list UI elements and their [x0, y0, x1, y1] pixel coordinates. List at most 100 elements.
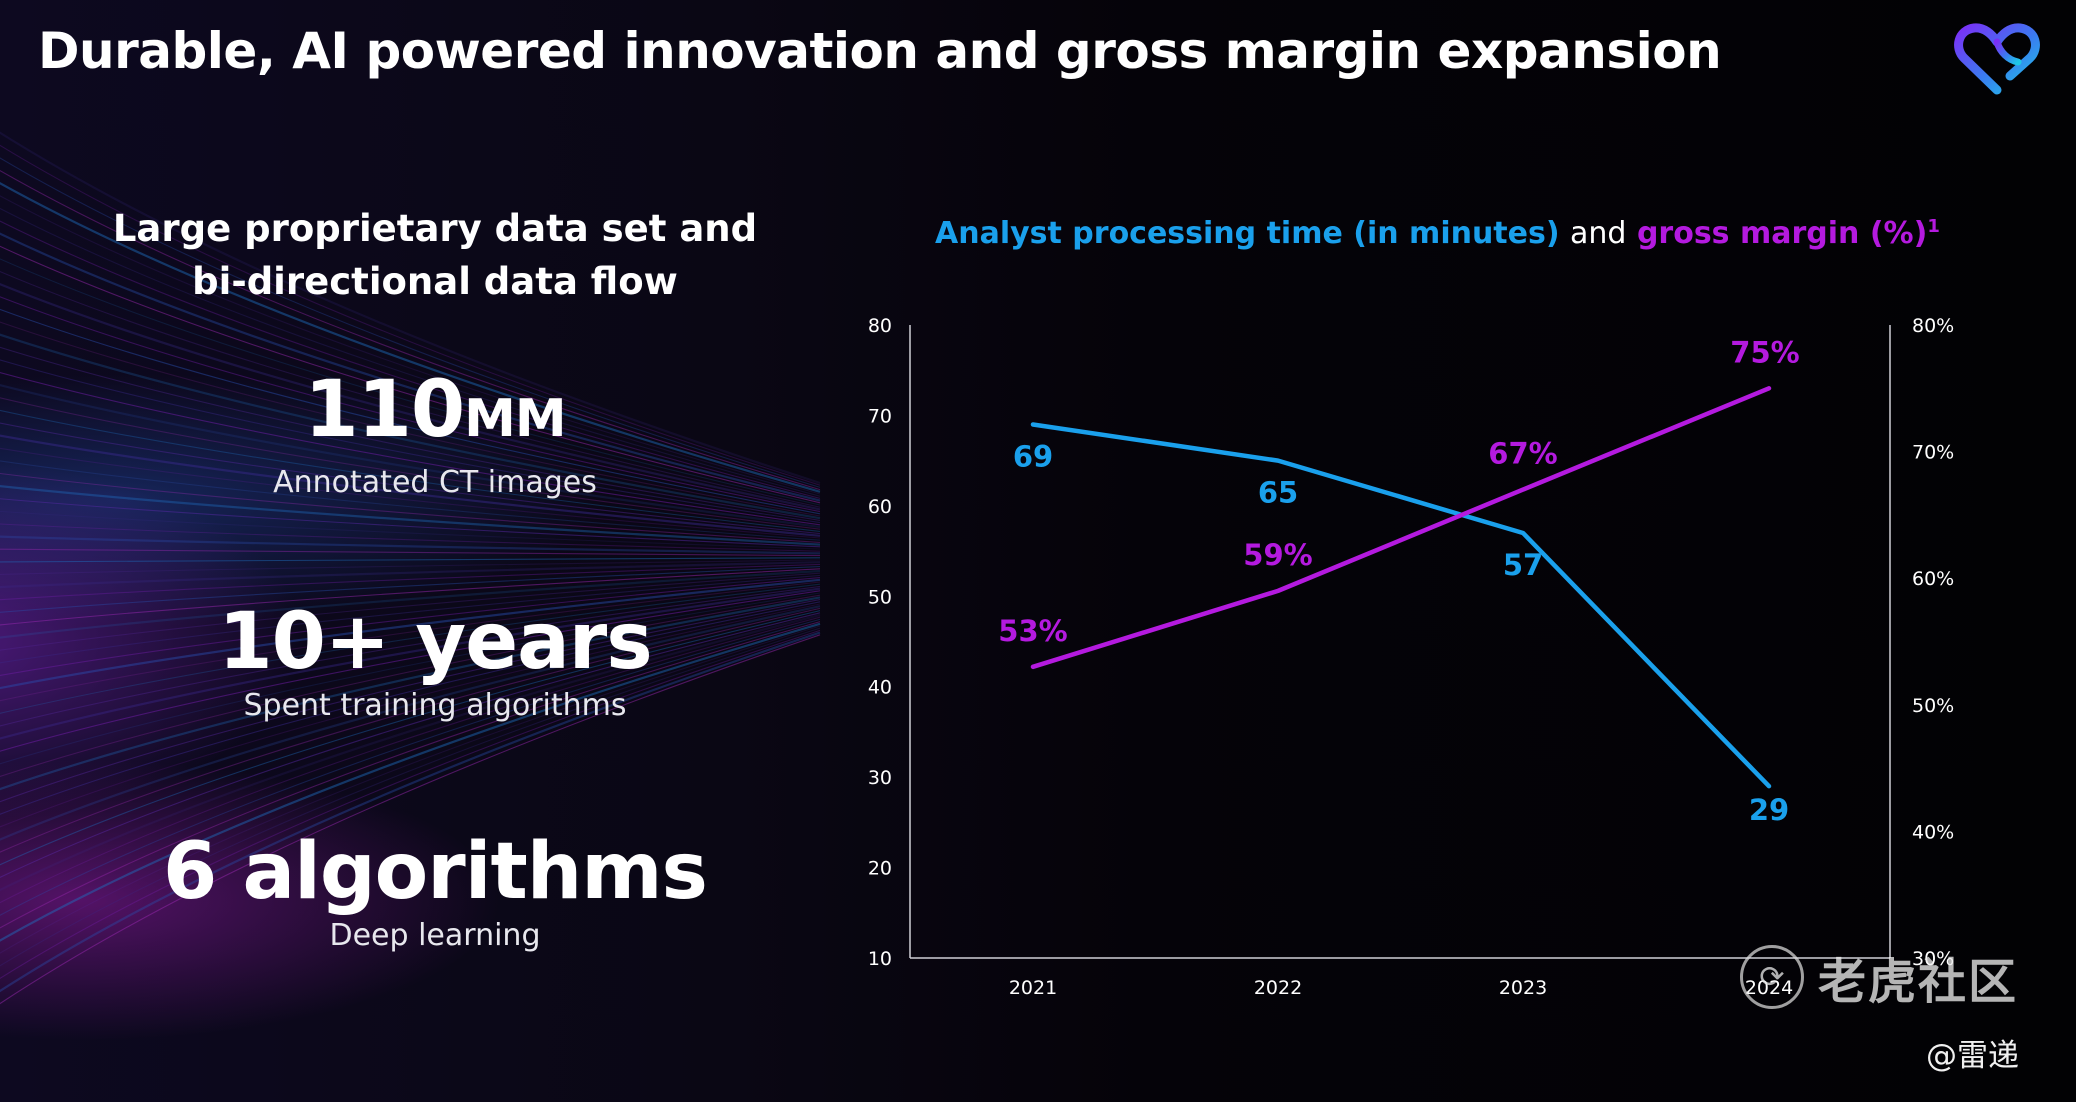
- streak: [0, 627, 821, 967]
- data-set-heading: Large proprietary data set and bi-direct…: [110, 202, 760, 308]
- gross-margin-data-label: 67%: [1488, 437, 1557, 471]
- streak: [0, 384, 821, 529]
- y-right-tick-label: 60%: [1912, 568, 1954, 590]
- stat-label: Spent training algorithms: [243, 688, 627, 723]
- streak: [0, 601, 821, 815]
- streak: [0, 510, 821, 550]
- streak: [0, 409, 821, 532]
- stat-number: 110: [304, 365, 465, 455]
- streak: [0, 283, 821, 511]
- streak: [0, 207, 821, 497]
- stat-ct-images: 110MM Annotated CT images: [110, 366, 760, 503]
- streak: [0, 561, 821, 589]
- streak: [0, 610, 821, 866]
- heading-line-2: bi-directional data flow: [192, 260, 678, 303]
- streak: [0, 568, 821, 626]
- streak: [0, 498, 821, 548]
- streak: [0, 523, 821, 552]
- streak: [0, 581, 821, 702]
- streak: [0, 577, 821, 677]
- streak: [0, 220, 821, 499]
- streak: [0, 447, 821, 539]
- gross-margin-data-label: 53%: [998, 614, 1067, 648]
- gross-margin-line: [1030, 386, 1772, 670]
- streak: [0, 169, 821, 491]
- streak: [0, 605, 821, 841]
- streak: [0, 270, 821, 508]
- y-left-tick-label: 20: [868, 858, 892, 880]
- streak: [0, 422, 821, 535]
- processing-time-data-label: 29: [1749, 793, 1789, 827]
- streak: [0, 131, 821, 485]
- watermark-text: 老虎社区: [1818, 954, 2019, 1010]
- streak: [0, 434, 821, 537]
- streak: [0, 631, 821, 993]
- streak: [0, 181, 821, 493]
- streak: [0, 557, 821, 563]
- streak: [0, 603, 821, 828]
- streak: [0, 559, 821, 576]
- streak: [0, 157, 821, 488]
- streak: [0, 460, 821, 541]
- streak: [0, 245, 821, 504]
- y-right-tick-label: 80%: [1912, 315, 1954, 337]
- streak: [0, 195, 821, 495]
- y-right-tick-label: 40%: [1912, 821, 1954, 843]
- streak: [0, 583, 821, 714]
- stat-value: 6 algorithms: [163, 827, 708, 917]
- streak: [0, 585, 821, 727]
- streak: [0, 144, 821, 486]
- y-left-tick-label: 80: [868, 315, 892, 337]
- heading-line-1: Large proprietary data set and: [112, 207, 758, 250]
- y-left-tick-label: 40: [868, 677, 892, 699]
- chart-title-gross-margin: gross margin (%): [1636, 216, 1928, 251]
- streak: [0, 232, 821, 502]
- y-left-tick-label: 60: [868, 496, 892, 518]
- streak: [0, 616, 821, 904]
- y-left-tick-label: 50: [868, 586, 892, 608]
- streak: [0, 574, 821, 664]
- stat-unit: MM: [464, 389, 566, 449]
- y-right-tick-label: 50%: [1912, 695, 1954, 717]
- streak: [0, 596, 821, 791]
- left-panel: Large proprietary data set and bi-direct…: [0, 0, 880, 1102]
- streak: [0, 613, 821, 892]
- x-tick-label: 2023: [1499, 977, 1547, 999]
- stat-algorithms: 6 algorithms Deep learning: [110, 828, 760, 956]
- streak: [0, 321, 821, 517]
- processing-time-data-label: 69: [1013, 439, 1053, 473]
- streak: [0, 397, 821, 530]
- brand-logo-icon: [1954, 23, 2040, 95]
- stat-value: 110MM: [110, 366, 760, 463]
- streak: [0, 371, 821, 526]
- processing-time-data-label: 65: [1258, 476, 1298, 510]
- streak: [0, 308, 821, 515]
- tiger-icon: ⟳: [1740, 945, 1804, 1009]
- streak: [0, 258, 821, 506]
- streak: [0, 607, 821, 853]
- y-right-tick-label: 30%: [1912, 948, 1954, 970]
- watermark: ⟳ 老虎社区: [1740, 942, 2018, 1012]
- streak: [0, 594, 821, 777]
- stat-label: Deep learning: [329, 918, 541, 953]
- streak: [0, 621, 821, 929]
- processing-time-data-label: 57: [1503, 548, 1543, 582]
- x-tick-label: 2021: [1009, 977, 1057, 999]
- streak: [0, 548, 821, 557]
- y-left-tick-label: 10: [868, 948, 892, 970]
- streak: [0, 625, 821, 954]
- streak: [0, 634, 821, 1005]
- author-handle: @雷递: [1926, 1038, 2019, 1074]
- stat-value: 10+ years: [218, 597, 652, 687]
- processing-time-line: [1030, 422, 1772, 789]
- chart-title-processing-time: Analyst processing time (in minutes): [935, 216, 1560, 251]
- streak: [0, 599, 821, 803]
- streak: [0, 618, 821, 916]
- stat-label: Annotated CT images: [273, 465, 597, 500]
- streak: [0, 333, 821, 520]
- chart-title: Analyst processing time (in minutes) and…: [935, 216, 1940, 251]
- streak: [0, 535, 821, 555]
